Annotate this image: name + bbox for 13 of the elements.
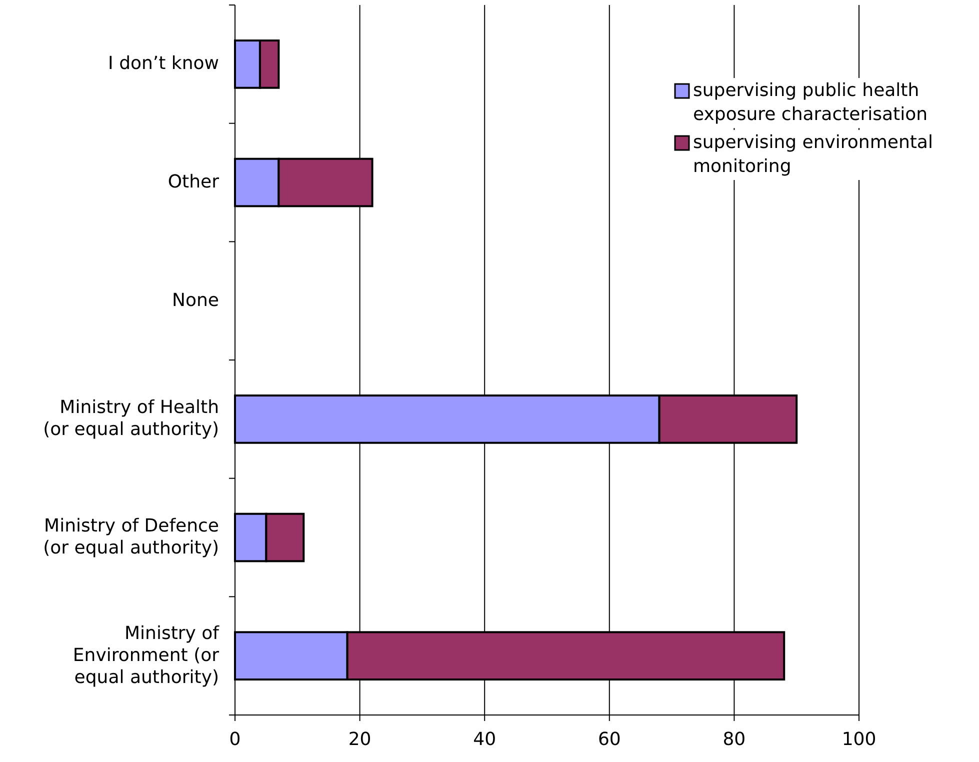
y-tick-label: I don’t know [108, 53, 219, 74]
x-tick-label: 100 [842, 729, 876, 750]
y-tick-label: Ministry of Defence (or equal authority) [43, 515, 219, 558]
y-tick-label: Other [168, 171, 220, 192]
x-tick-label: 80 [722, 729, 746, 750]
y-tick-label: Ministry of Environment (or equal authority) [72, 622, 220, 688]
y-tick-label: Ministry of Health (or equal authority) [43, 397, 219, 440]
x-tick-label: 40 [473, 729, 496, 750]
legend-label: supervising environmental monitoring [693, 132, 933, 177]
x-tick-label: 0 [229, 729, 241, 750]
x-tick-label: 20 [348, 729, 372, 750]
x-tick-label: 60 [598, 729, 621, 750]
y-tick-label: None [172, 290, 219, 311]
